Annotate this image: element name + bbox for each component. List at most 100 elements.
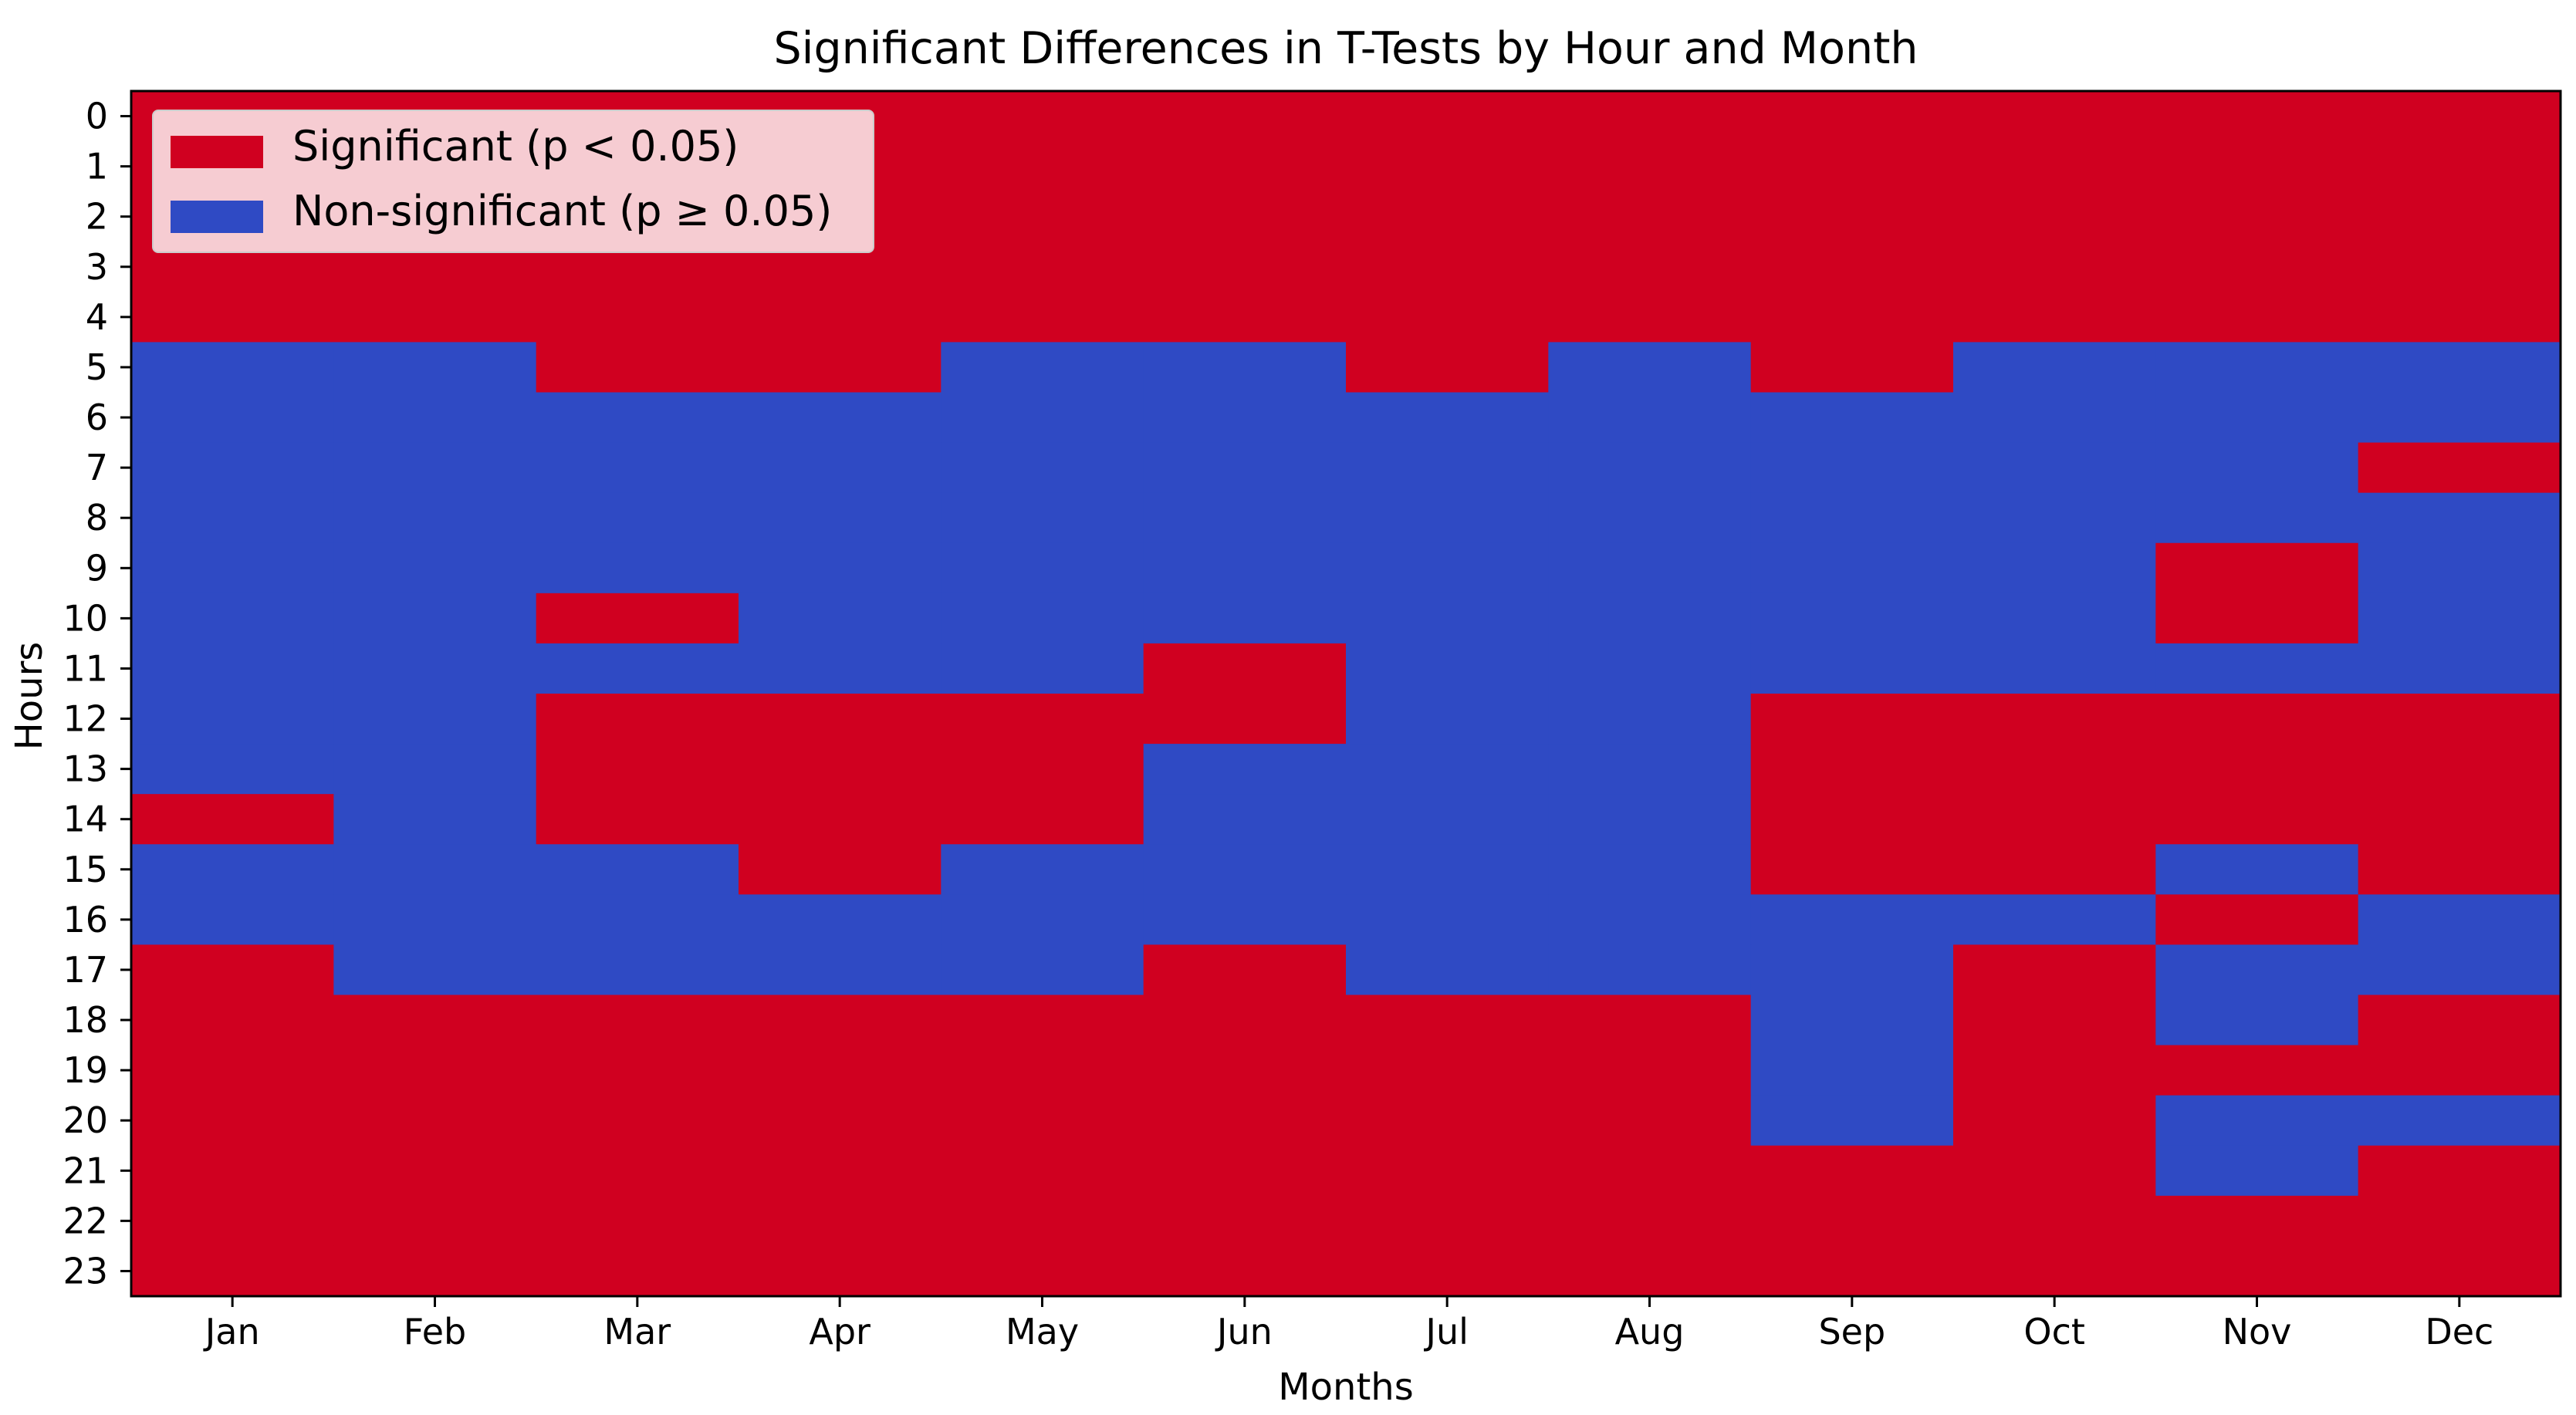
heatmap-cell-sep-hour-2 xyxy=(1750,191,1954,242)
heatmap-cell-aug-hour-18 xyxy=(1548,995,1752,1046)
heatmap-cell-jul-hour-19 xyxy=(1346,1045,1549,1096)
heatmap-cell-mar-hour-15 xyxy=(536,844,739,895)
heatmap-cell-nov-hour-3 xyxy=(2155,241,2359,292)
heatmap-cell-dec-hour-20 xyxy=(2358,1095,2561,1147)
heatmap-cell-aug-hour-12 xyxy=(1548,694,1752,745)
heatmap-cell-feb-hour-21 xyxy=(333,1145,537,1197)
heatmap-cell-jan-hour-12 xyxy=(131,694,334,745)
heatmap-cell-aug-hour-19 xyxy=(1548,1045,1752,1096)
heatmap-cell-apr-hour-22 xyxy=(739,1195,941,1247)
legend-swatch-significant xyxy=(171,136,263,168)
heatmap-cell-may-hour-12 xyxy=(941,694,1144,745)
heatmap-cell-sep-hour-17 xyxy=(1750,944,1954,996)
chart-title: Significant Differences in T-Tests by Ho… xyxy=(773,23,1918,74)
heatmap-cell-jan-hour-11 xyxy=(131,643,334,694)
heatmap-cell-apr-hour-19 xyxy=(739,1045,941,1096)
heatmap-cell-apr-hour-14 xyxy=(739,794,941,845)
heatmap-cell-nov-hour-17 xyxy=(2155,944,2359,996)
heatmap-cell-nov-hour-18 xyxy=(2155,995,2359,1046)
heatmap-cell-feb-hour-20 xyxy=(333,1095,537,1147)
heatmap-cell-sep-hour-23 xyxy=(1750,1245,1954,1297)
x-tick-label: Sep xyxy=(1818,1311,1885,1353)
heatmap-cell-may-hour-5 xyxy=(941,342,1144,393)
heatmap-cell-mar-hour-16 xyxy=(536,894,739,946)
x-tick-label: Aug xyxy=(1615,1311,1685,1353)
heatmap-cell-jun-hour-2 xyxy=(1143,191,1347,242)
heatmap-cell-oct-hour-12 xyxy=(1953,694,2156,745)
heatmap-cell-apr-hour-20 xyxy=(739,1095,941,1147)
y-tick-label: 11 xyxy=(63,647,108,689)
heatmap-cell-feb-hour-4 xyxy=(333,292,537,343)
heatmap-cell-jan-hour-16 xyxy=(131,894,334,946)
legend: Significant (p < 0.05) Non-significant (… xyxy=(152,110,874,253)
heatmap-cell-apr-hour-23 xyxy=(739,1245,941,1297)
heatmap-cell-feb-hour-22 xyxy=(333,1195,537,1247)
heatmap-cell-may-hour-23 xyxy=(941,1245,1144,1297)
heatmap-cell-nov-hour-4 xyxy=(2155,292,2359,343)
heatmap-cell-feb-hour-19 xyxy=(333,1045,537,1096)
heatmap-cell-nov-hour-2 xyxy=(2155,191,2359,242)
heatmap-cells xyxy=(131,91,2561,1297)
heatmap-cell-feb-hour-14 xyxy=(333,794,537,845)
x-tick-label: Mar xyxy=(603,1311,671,1353)
heatmap-cell-dec-hour-19 xyxy=(2358,1045,2561,1096)
heatmap-cell-jan-hour-14 xyxy=(131,794,334,845)
heatmap-cell-dec-hour-4 xyxy=(2358,292,2561,343)
heatmap-cell-dec-hour-13 xyxy=(2358,744,2561,795)
heatmap-cell-dec-hour-22 xyxy=(2358,1195,2561,1247)
heatmap-cell-jan-hour-7 xyxy=(131,442,334,494)
heatmap-cell-dec-hour-8 xyxy=(2358,492,2561,544)
heatmap-cell-feb-hour-5 xyxy=(333,342,537,393)
heatmap-cell-sep-hour-4 xyxy=(1750,292,1954,343)
heatmap-cell-sep-hour-18 xyxy=(1750,995,1954,1046)
heatmap-cell-aug-hour-20 xyxy=(1548,1095,1752,1147)
heatmap-cell-jan-hour-19 xyxy=(131,1045,334,1096)
y-tick-label: 17 xyxy=(63,949,108,991)
heatmap-cell-apr-hour-8 xyxy=(739,492,941,544)
heatmap-cell-jun-hour-3 xyxy=(1143,241,1347,292)
heatmap-cell-jan-hour-20 xyxy=(131,1095,334,1147)
heatmap-cell-may-hour-11 xyxy=(941,643,1144,694)
heatmap-cell-nov-hour-22 xyxy=(2155,1195,2359,1247)
heatmap-cell-aug-hour-5 xyxy=(1548,342,1752,393)
heatmap-cell-dec-hour-11 xyxy=(2358,643,2561,694)
heatmap-cell-sep-hour-5 xyxy=(1750,342,1954,393)
legend-label-non-significant: Non-significant (p ≥ 0.05) xyxy=(292,187,833,235)
heatmap-cell-may-hour-3 xyxy=(941,241,1144,292)
heatmap-cell-jan-hour-5 xyxy=(131,342,334,393)
heatmap-cell-jun-hour-0 xyxy=(1143,91,1347,142)
heatmap-cell-dec-hour-12 xyxy=(2358,694,2561,745)
heatmap-cell-oct-hour-11 xyxy=(1953,643,2156,694)
heatmap-cell-sep-hour-12 xyxy=(1750,694,1954,745)
heatmap-cell-jul-hour-13 xyxy=(1346,744,1549,795)
heatmap-cell-nov-hour-12 xyxy=(2155,694,2359,745)
heatmap-cell-may-hour-17 xyxy=(941,944,1144,996)
heatmap-cell-mar-hour-10 xyxy=(536,593,739,644)
y-tick-label: 15 xyxy=(63,849,108,890)
heatmap-cell-aug-hour-11 xyxy=(1548,643,1752,694)
heatmap-cell-may-hour-10 xyxy=(941,593,1144,644)
y-tick-label: 4 xyxy=(86,296,108,338)
heatmap-cell-jun-hour-4 xyxy=(1143,292,1347,343)
heatmap-cell-aug-hour-17 xyxy=(1548,944,1752,996)
heatmap-cell-aug-hour-22 xyxy=(1548,1195,1752,1247)
heatmap-cell-mar-hour-7 xyxy=(536,442,739,494)
heatmap-cell-dec-hour-6 xyxy=(2358,392,2561,444)
heatmap-cell-apr-hour-18 xyxy=(739,995,941,1046)
heatmap-cell-sep-hour-13 xyxy=(1750,744,1954,795)
heatmap-cell-dec-hour-0 xyxy=(2358,91,2561,142)
heatmap-cell-sep-hour-6 xyxy=(1750,392,1954,444)
heatmap-cell-dec-hour-2 xyxy=(2358,191,2561,242)
x-tick-label: Apr xyxy=(809,1311,870,1353)
x-tick-label: Feb xyxy=(404,1311,466,1353)
heatmap-cell-aug-hour-16 xyxy=(1548,894,1752,946)
heatmap-cell-dec-hour-21 xyxy=(2358,1145,2561,1197)
legend-swatch-non-significant xyxy=(171,201,263,233)
heatmap-cell-jun-hour-21 xyxy=(1143,1145,1347,1197)
heatmap-cell-may-hour-6 xyxy=(941,392,1144,444)
heatmap-cell-oct-hour-7 xyxy=(1953,442,2156,494)
heatmap-cell-oct-hour-6 xyxy=(1953,392,2156,444)
heatmap-cell-jan-hour-4 xyxy=(131,292,334,343)
y-tick-label: 20 xyxy=(63,1099,108,1141)
